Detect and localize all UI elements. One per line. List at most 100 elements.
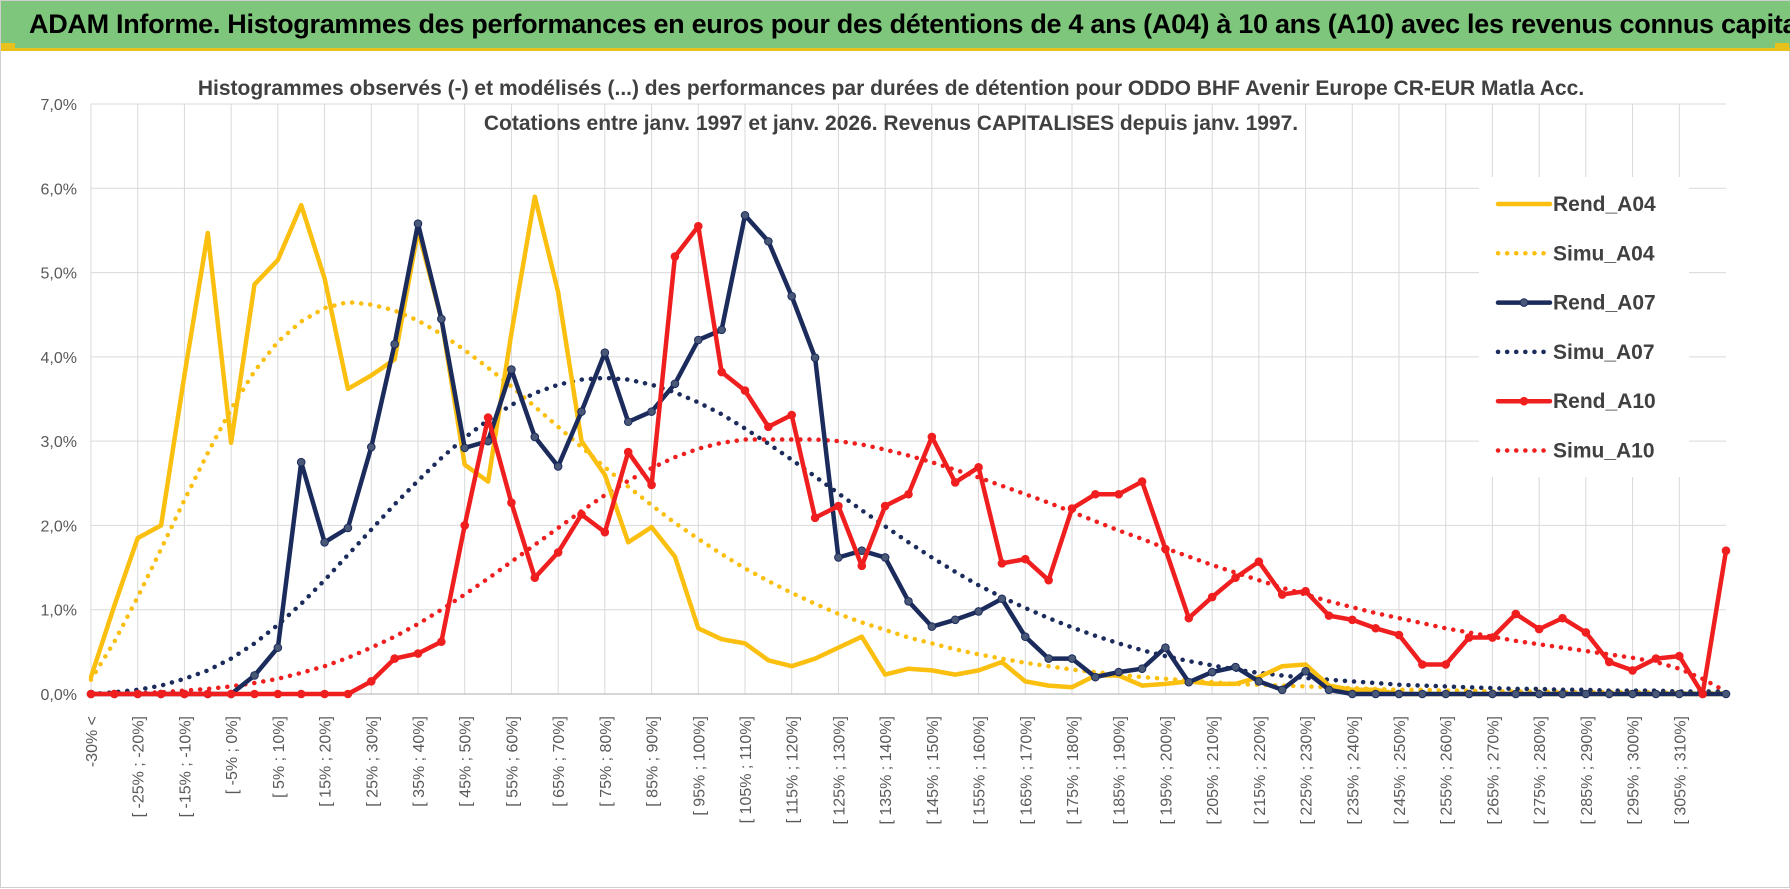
x-tick-label: [ 175% ; 180%] xyxy=(1065,716,1082,825)
data-point xyxy=(693,221,703,231)
series-group xyxy=(86,194,1731,699)
x-tick-label: [ -5% ; 0%] xyxy=(224,716,241,794)
y-axis: 0,0% 1,0% 2,0% 3,0% 4,0% 5,0% 6,0% 7,0% xyxy=(41,97,77,704)
data-point xyxy=(764,237,773,246)
data-point xyxy=(1067,504,1077,513)
y-tick-label: 0,0% xyxy=(41,687,77,704)
data-point xyxy=(974,462,983,472)
corner-accent-left xyxy=(1,43,15,51)
data-point xyxy=(390,339,399,349)
data-point xyxy=(1441,689,1451,699)
data-point xyxy=(1301,666,1310,676)
data-point xyxy=(997,559,1007,568)
data-point xyxy=(1044,575,1053,585)
legend-label: Simu_A10 xyxy=(1553,440,1655,463)
data-point xyxy=(343,689,353,699)
data-point xyxy=(320,537,329,547)
data-point xyxy=(1137,477,1147,486)
data-point xyxy=(1721,546,1731,556)
y-tick-label: 2,0% xyxy=(41,518,77,535)
data-point xyxy=(834,501,843,511)
data-point xyxy=(623,447,633,457)
data-point xyxy=(1114,489,1124,499)
legend-marker xyxy=(1519,396,1529,406)
data-point xyxy=(110,689,119,699)
x-tick-label: [ 135% ; 140%] xyxy=(878,716,895,825)
x-tick-label: [ 255% ; 260%] xyxy=(1439,716,1456,825)
data-point xyxy=(904,596,913,606)
data-point xyxy=(1464,633,1474,642)
x-tick-label: -30% < xyxy=(84,716,101,767)
data-point xyxy=(1091,489,1100,499)
x-tick-label: [ 225% ; 230%] xyxy=(1299,716,1316,825)
x-tick-label: [ 115% ; 120%] xyxy=(785,716,802,823)
data-point xyxy=(296,457,306,467)
data-point xyxy=(717,367,726,377)
data-point xyxy=(1394,689,1404,699)
data-point xyxy=(1628,689,1637,699)
data-point xyxy=(1184,613,1194,623)
data-point xyxy=(1441,660,1451,669)
data-point xyxy=(1488,689,1497,699)
data-point xyxy=(1604,689,1614,699)
data-point xyxy=(1581,628,1591,637)
data-point xyxy=(343,523,353,533)
data-point xyxy=(810,513,820,523)
data-point xyxy=(950,615,960,625)
data-point xyxy=(1628,666,1637,675)
x-tick-label: [ 85% ; 90%] xyxy=(645,716,662,807)
grid xyxy=(90,103,1726,695)
x-tick-label: [ 205% ; 210%] xyxy=(1205,716,1222,825)
data-point xyxy=(927,622,937,631)
data-point xyxy=(530,432,540,442)
x-tick-label: [ 185% ; 190%] xyxy=(1112,716,1129,825)
data-point xyxy=(1698,689,1707,699)
x-tick-label: [ 145% ; 150%] xyxy=(925,716,942,825)
data-point xyxy=(1511,609,1521,619)
data-point xyxy=(740,210,750,220)
x-tick-label: [ 15% ; 20%] xyxy=(318,716,335,807)
data-point xyxy=(1184,677,1194,687)
legend: Rend_A04 Simu_A04 Rend_A07 Simu_A07 Rend_A10… xyxy=(1495,193,1656,463)
data-point xyxy=(1044,654,1053,663)
x-tick-label: [ 265% ; 270%] xyxy=(1485,716,1502,825)
legend-background xyxy=(1479,177,1689,477)
data-point xyxy=(1161,643,1170,652)
data-point xyxy=(1254,677,1264,686)
data-point xyxy=(857,561,867,571)
page-title: ADAM Informe. Histogrammes des performan… xyxy=(29,9,1790,39)
data-point xyxy=(1674,651,1684,661)
x-tick-label: [ 245% ; 250%] xyxy=(1392,716,1409,825)
data-point xyxy=(1091,672,1100,682)
data-point xyxy=(904,489,913,499)
data-point xyxy=(577,510,586,519)
data-point xyxy=(1277,590,1287,599)
y-tick-label: 6,0% xyxy=(41,181,77,198)
data-point xyxy=(974,607,983,616)
x-tick-label: [ -25% ; -20%] xyxy=(131,716,148,817)
data-point xyxy=(1651,654,1661,663)
data-point xyxy=(226,689,236,699)
data-point xyxy=(1020,554,1030,564)
x-tick-label: [ 125% ; 130%] xyxy=(831,716,848,825)
data-point xyxy=(670,252,680,261)
data-point xyxy=(553,462,563,471)
data-point xyxy=(1324,685,1334,695)
data-point xyxy=(133,689,143,699)
data-point xyxy=(273,689,283,699)
y-tick-label: 3,0% xyxy=(41,434,77,451)
x-tick-label: [ 45% ; 50%] xyxy=(458,716,475,807)
legend-label: Simu_A07 xyxy=(1553,341,1655,364)
legend-label: Rend_A04 xyxy=(1553,193,1656,216)
data-point xyxy=(787,291,797,301)
data-point xyxy=(1137,664,1147,674)
legend-label: Rend_A10 xyxy=(1553,390,1656,413)
data-point xyxy=(1347,615,1357,625)
data-point xyxy=(1207,592,1217,602)
x-tick-label: [ 305% ; 310%] xyxy=(1672,716,1689,825)
data-point xyxy=(834,553,843,562)
data-point xyxy=(320,689,329,699)
data-point xyxy=(1488,633,1497,642)
